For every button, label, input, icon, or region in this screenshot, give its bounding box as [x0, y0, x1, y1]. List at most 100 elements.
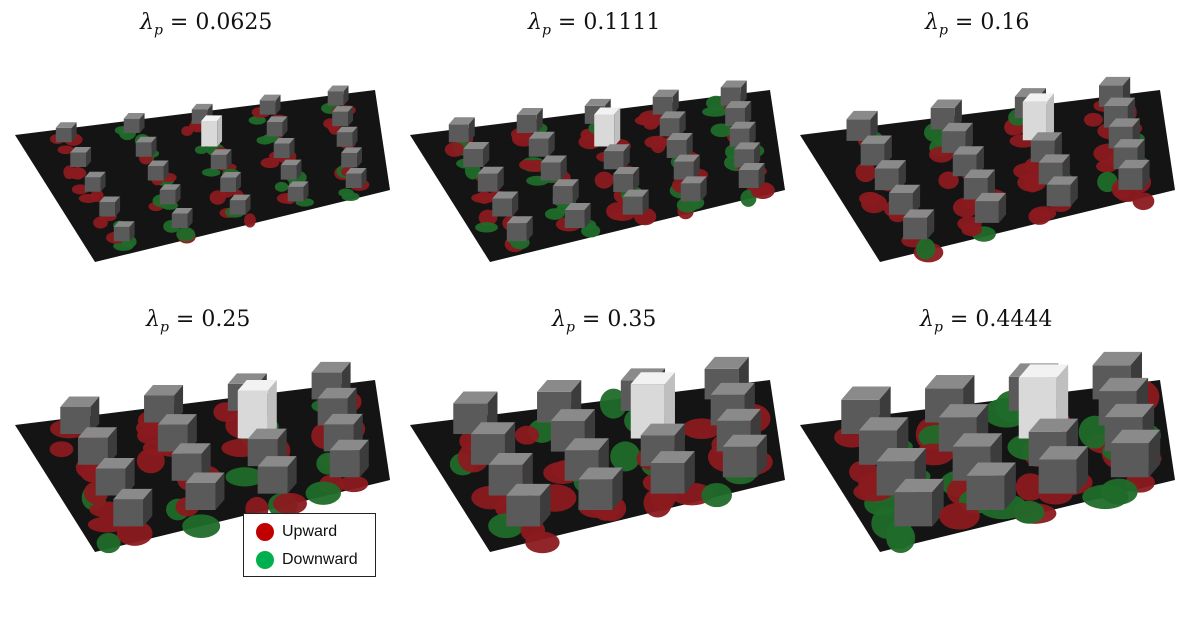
building-side — [361, 167, 367, 188]
building-top — [77, 427, 117, 438]
building-side — [163, 160, 169, 181]
building-face — [492, 198, 513, 217]
panel-title-6: λp = 0.4444 — [920, 307, 1053, 336]
building-side — [125, 458, 135, 496]
upward-blob — [244, 213, 256, 228]
building-side — [143, 488, 153, 527]
building-top — [113, 488, 153, 500]
upward-blob — [90, 189, 104, 202]
building-face — [123, 118, 140, 134]
building-top — [341, 147, 363, 153]
building-side — [679, 111, 686, 137]
building-top — [1099, 76, 1131, 86]
building-side — [1004, 462, 1016, 510]
building-face — [860, 143, 885, 166]
building-top — [578, 467, 623, 480]
building-side — [267, 380, 277, 439]
building-side — [1046, 93, 1054, 141]
building-side — [215, 472, 225, 510]
upward-blob — [181, 126, 193, 137]
building-face — [332, 111, 349, 127]
building-top — [99, 196, 121, 203]
building-top — [528, 131, 555, 139]
building-side — [303, 181, 309, 202]
building-top — [448, 117, 475, 125]
building-side — [71, 122, 77, 143]
building-top — [974, 192, 1007, 202]
building-top — [159, 184, 181, 190]
building-top — [716, 408, 761, 421]
building-face — [77, 437, 108, 465]
panel-title-1: λp = 0.0625 — [140, 10, 273, 39]
building-side — [115, 196, 121, 217]
building-top — [894, 478, 944, 493]
building-top — [680, 176, 707, 184]
building-top — [1018, 364, 1069, 378]
building-face — [888, 193, 913, 215]
building-top — [191, 103, 213, 110]
building-top — [841, 386, 891, 400]
building-top — [157, 414, 197, 425]
building-face — [327, 91, 344, 106]
building-face — [84, 177, 101, 192]
downward-blob — [182, 514, 221, 539]
building-side — [175, 184, 181, 205]
building-face — [650, 463, 685, 494]
building-side — [998, 192, 1007, 223]
building-top — [84, 171, 106, 178]
building-face — [448, 124, 469, 143]
building-face — [229, 200, 246, 215]
building-face — [341, 152, 358, 168]
building-side — [633, 166, 640, 192]
building-face — [506, 223, 527, 242]
downward-blob — [475, 222, 498, 233]
downward-swatch — [256, 551, 274, 569]
upward-blob — [952, 197, 979, 218]
downward-blob — [701, 482, 732, 508]
downward-blob — [201, 168, 221, 177]
upward-swatch — [256, 523, 274, 541]
building-top — [1118, 159, 1150, 169]
building-top — [876, 448, 927, 462]
building-top — [952, 146, 984, 155]
downward-blob — [176, 227, 196, 242]
scene-panel-5 — [400, 330, 794, 622]
building-top — [332, 106, 354, 112]
building-side — [572, 179, 579, 205]
building-top — [345, 167, 367, 174]
building-face — [528, 138, 549, 157]
building-side — [282, 116, 288, 137]
building-top — [147, 160, 169, 167]
legend-label-upward: Upward — [282, 523, 338, 540]
legend-label-downward: Downward — [282, 551, 358, 568]
upward-blob — [444, 142, 465, 157]
building-top — [247, 428, 287, 440]
upward-blob — [1132, 192, 1155, 211]
building-face — [70, 152, 87, 167]
scene-5-render — [410, 356, 785, 554]
building-top — [1022, 93, 1054, 102]
tall-building — [201, 120, 218, 147]
building-top — [1030, 132, 1062, 141]
legend-item-upward: Upward — [256, 520, 337, 544]
building-face — [725, 108, 746, 127]
tall-building — [1022, 101, 1047, 141]
building-face — [113, 226, 130, 242]
upward-blob — [961, 223, 982, 237]
upward-blob — [1083, 112, 1103, 127]
downward-blob — [338, 188, 354, 197]
building-side — [560, 155, 567, 181]
legend: Upward Downward — [243, 513, 376, 577]
building-side — [686, 133, 693, 158]
building-face — [266, 121, 283, 137]
downward-blob — [248, 115, 266, 125]
building-top — [492, 191, 519, 199]
downward-blob — [225, 467, 264, 487]
building-top — [729, 121, 756, 129]
building-face — [578, 479, 613, 510]
building-face — [506, 495, 541, 527]
building-side — [359, 439, 369, 478]
building-top — [516, 108, 543, 116]
building-top — [55, 122, 77, 128]
scene-panel-2 — [400, 40, 794, 332]
